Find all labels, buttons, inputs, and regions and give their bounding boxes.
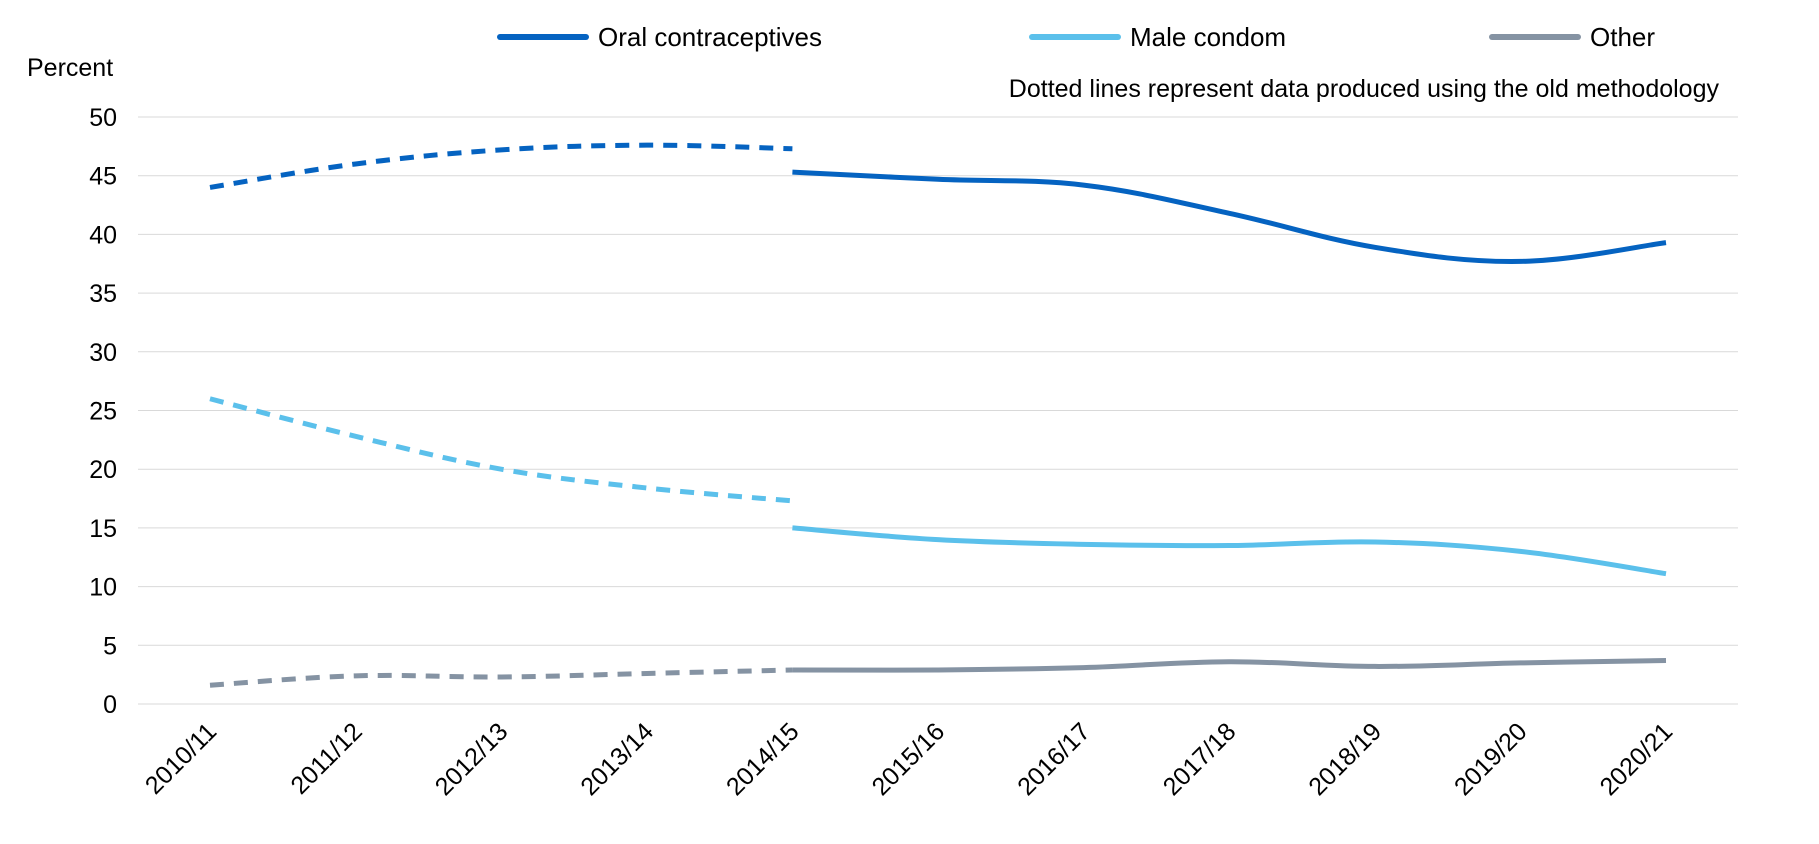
series-oral-contraceptives-old-methodology-line: [209, 142, 793, 190]
y-tick-label: 20: [89, 456, 117, 484]
x-tick-label: 2010/11: [140, 717, 222, 799]
x-tick-label: 2016/17: [1012, 717, 1096, 801]
x-tick-label: 2012/13: [430, 717, 514, 801]
x-tick-label: 2017/18: [1158, 717, 1242, 801]
series-other-line: [792, 658, 1667, 673]
x-tick-label: 2019/20: [1449, 717, 1533, 801]
y-tick-label: 30: [89, 339, 117, 367]
y-tick-label: 0: [103, 691, 117, 719]
y-tick-label: 10: [89, 574, 117, 602]
x-axis: 2010/11 2011/12 2012/13 2013/14 2014/15 2015/…: [140, 717, 1678, 801]
legend-label-male-condom: Male condom: [1130, 22, 1286, 52]
series-male-condom-old-methodology-line: [209, 396, 793, 504]
y-tick-label: 50: [89, 104, 117, 132]
x-tick-label: 2015/16: [867, 717, 951, 801]
x-tick-label: 2011/12: [285, 717, 367, 799]
series-male-condom-line: [792, 525, 1667, 577]
legend-label-other: Other: [1590, 22, 1655, 52]
y-tick-label: 5: [103, 632, 117, 660]
x-tick-label: 2020/21: [1595, 717, 1679, 801]
legend: Oral contraceptives Male condom Other: [497, 22, 1655, 52]
series-lines: [209, 142, 1667, 688]
methodology-note: Dotted lines represent data produced usi…: [1009, 75, 1720, 103]
y-tick-label: 35: [89, 280, 117, 308]
y-tick-label: 15: [89, 515, 117, 543]
x-tick-label: 2018/19: [1303, 717, 1387, 801]
y-axis: Percent 0 5 10 15 20 25 30 35 40 45 50: [27, 54, 117, 719]
x-tick-label: 2014/15: [721, 717, 805, 801]
legend-label-oral-contraceptives: Oral contraceptives: [598, 22, 822, 52]
x-tick-label: 2013/14: [575, 717, 659, 801]
y-axis-title: Percent: [27, 54, 113, 82]
series-oral-contraceptives-line: [792, 169, 1667, 264]
gridlines: [138, 116, 1738, 705]
series-other-old-methodology-line: [209, 667, 793, 688]
y-tick-label: 45: [89, 163, 117, 191]
y-tick-label: 40: [89, 221, 117, 249]
y-tick-label: 25: [89, 398, 117, 426]
